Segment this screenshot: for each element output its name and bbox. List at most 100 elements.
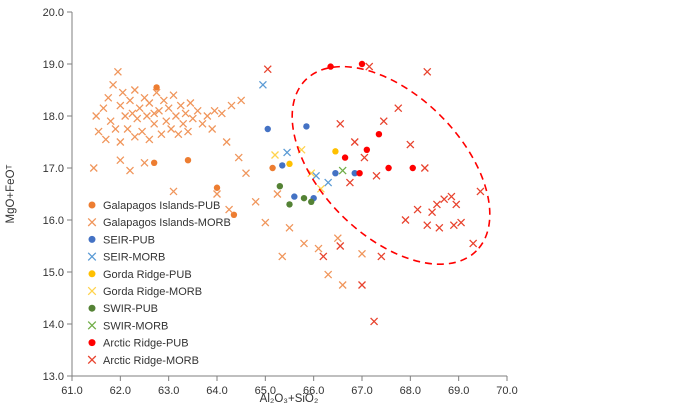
x-tick-label: 68.0 [400,385,421,397]
data-point-circle [291,193,298,200]
legend-item: SEIR-PUB [88,234,155,246]
data-point-x [174,130,183,139]
legend-x-marker-icon [87,321,97,330]
data-point-x [213,190,221,198]
data-point-x [152,88,161,97]
data-point-circle [213,184,221,191]
data-point-x [99,104,108,113]
legend-item: Arctic Ridge-PUB [88,338,189,350]
data-point-circle [184,157,192,164]
data-point-circle [308,198,315,205]
data-point-x [104,93,113,102]
data-point-circle [303,123,310,130]
data-point-x [113,67,122,76]
x-tick-label: 63.0 [158,385,179,397]
data-point-x [333,234,342,243]
data-point-x [210,106,219,115]
data-point-x [130,86,139,94]
data-point-x [116,138,125,146]
series [286,148,339,168]
data-point-x [401,216,410,224]
data-point-x [358,249,366,258]
data-point-x [106,117,115,126]
series [276,183,315,208]
series [263,62,485,326]
legend-label: SWIR-PUB [103,303,158,315]
legend-item: Galapagos Islands-MORB [87,217,231,229]
legend-x-marker-icon [87,252,97,261]
data-point-x [377,252,386,261]
legend-label: Galapagos Islands-MORB [103,217,231,229]
x-tick-label: 67.0 [351,385,372,397]
data-point-circle [264,125,271,133]
y-tick-label: 13.0 [43,371,64,383]
data-point-x [271,151,279,159]
data-point-circle [375,131,383,138]
data-point-circle [286,160,293,168]
data-point-x [126,96,134,105]
data-point-x [449,221,458,230]
legend-item: Gorda Ridge-PUB [88,269,192,281]
data-point-x [350,138,359,146]
series [338,166,347,175]
data-point-x [273,190,282,198]
data-point-x [358,281,366,289]
data-point-x [109,80,118,89]
data-point-x [150,109,159,118]
data-point-x [336,119,345,128]
data-point-x [116,156,125,165]
data-point-x [324,270,333,279]
x-tick-label: 61.0 [61,385,82,397]
data-point-x [217,109,226,118]
data-point-x [307,169,316,178]
data-point-x [261,218,270,227]
annotation-ellipse-layer [291,65,491,266]
data-point-x [372,171,381,180]
data-point-circle [409,164,416,172]
x-tick-label: 66.0 [303,385,324,397]
data-point-x [130,132,139,141]
data-point-x [101,135,110,144]
data-point-x [142,112,151,120]
data-point-circle [385,164,392,172]
data-point-x [133,114,142,123]
data-point-x [184,127,192,136]
data-point-x [319,252,328,261]
y-tick-label: 18.0 [43,111,64,123]
x-tick-label: 70.0 [496,385,517,397]
legend-label: Arctic Ridge-MORB [103,355,199,367]
series [327,60,416,177]
data-point-x [285,223,294,232]
legend-x-marker-icon [87,355,97,365]
legend-circle-marker-icon [88,270,96,278]
legend-x-marker-icon [87,286,97,296]
y-tick-label: 20.0 [43,7,64,19]
annotation-ellipse [291,65,491,266]
data-point-x [370,317,379,326]
data-point-x [167,125,176,133]
legend-item: SWIR-MORB [87,320,168,332]
data-point-x [92,112,101,120]
y-axis-title: MgO+FeOᵀ [5,164,17,223]
data-point-x [283,148,292,157]
y-tick-label: 15.0 [43,267,64,279]
legend-label: SEIR-MORB [103,252,165,264]
data-point-circle [276,183,284,190]
legend-label: SEIR-PUB [103,234,155,246]
series [258,80,333,187]
data-point-x [278,252,287,261]
y-tick-label: 19.0 [43,59,64,71]
data-point-x [406,140,415,149]
legend-circle-marker-icon [88,339,96,347]
data-point-x [164,104,173,113]
data-point-x [227,101,236,110]
data-point-x [198,119,207,128]
legend-item: Gorda Ridge-MORB [87,286,202,298]
axes: 61.0 62.0 63.0 64.0 65.0 66.0 67.0 68.0 69.0 70.0… [43,7,518,397]
data-point-x [234,153,243,162]
data-point-x [423,221,432,230]
data-point-x [435,223,444,232]
data-point-circle [332,148,339,155]
